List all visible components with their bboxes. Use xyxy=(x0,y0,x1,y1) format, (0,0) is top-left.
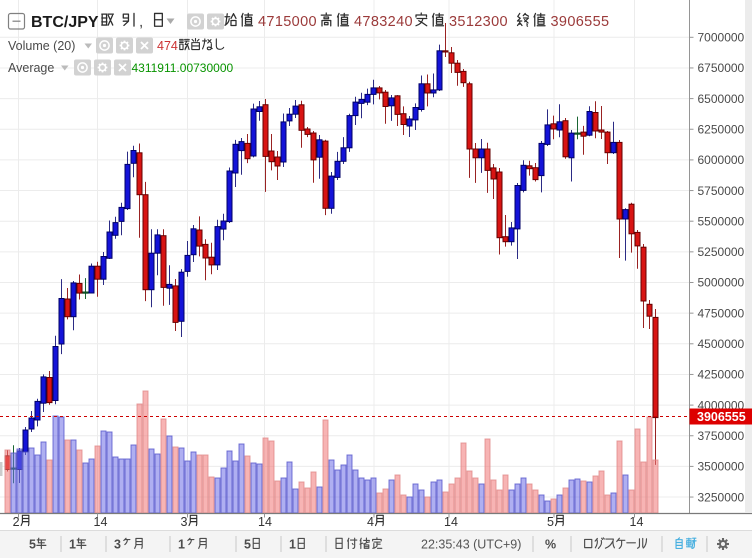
svg-text:3250000: 3250000 xyxy=(698,490,745,504)
svg-text:7000000: 7000000 xyxy=(698,31,745,45)
svg-text:4250000: 4250000 xyxy=(698,368,745,382)
svg-text:4: 4 xyxy=(367,515,374,529)
svg-text:6750000: 6750000 xyxy=(698,61,745,75)
svg-text:1: 1 xyxy=(289,538,296,552)
svg-text:3500000: 3500000 xyxy=(698,460,745,474)
svg-text:3: 3 xyxy=(181,515,188,529)
svg-text:5750000: 5750000 xyxy=(698,184,745,198)
svg-text:%: % xyxy=(545,538,556,552)
svg-text:5: 5 xyxy=(29,538,36,552)
svg-text:3750000: 3750000 xyxy=(698,429,745,443)
svg-text:Volume (20): Volume (20) xyxy=(8,39,75,53)
svg-text:14: 14 xyxy=(94,515,108,529)
svg-text:1: 1 xyxy=(69,538,76,552)
svg-text:14: 14 xyxy=(444,515,458,529)
svg-text:6250000: 6250000 xyxy=(698,122,745,136)
svg-text:14: 14 xyxy=(630,515,644,529)
svg-text:3906555: 3906555 xyxy=(697,410,746,424)
svg-text:1: 1 xyxy=(178,538,185,552)
svg-text:14: 14 xyxy=(258,515,272,529)
svg-text:5000000: 5000000 xyxy=(698,276,745,290)
svg-text:Average: Average xyxy=(8,61,54,75)
svg-text:2: 2 xyxy=(13,515,20,529)
svg-text:5: 5 xyxy=(547,515,554,529)
svg-text:5500000: 5500000 xyxy=(698,214,745,228)
svg-text:6000000: 6000000 xyxy=(698,153,745,167)
svg-text:5250000: 5250000 xyxy=(698,245,745,259)
svg-text:4311911.00730000: 4311911.00730000 xyxy=(132,61,234,75)
svg-text:474: 474 xyxy=(157,39,178,53)
svg-text:5: 5 xyxy=(244,538,251,552)
svg-text:4500000: 4500000 xyxy=(698,337,745,351)
svg-text:4750000: 4750000 xyxy=(698,306,745,320)
svg-text:4783240: 4783240 xyxy=(354,14,413,30)
svg-text:3512300: 3512300 xyxy=(449,14,508,30)
svg-text:3: 3 xyxy=(114,538,121,552)
svg-text:,: , xyxy=(139,14,143,31)
svg-text:BTC/JPY: BTC/JPY xyxy=(31,14,99,31)
svg-text:3906555: 3906555 xyxy=(551,14,610,30)
svg-text:6500000: 6500000 xyxy=(698,92,745,106)
svg-text:22:35:43 (UTC+9): 22:35:43 (UTC+9) xyxy=(421,538,521,552)
svg-text:4715000: 4715000 xyxy=(258,14,317,30)
